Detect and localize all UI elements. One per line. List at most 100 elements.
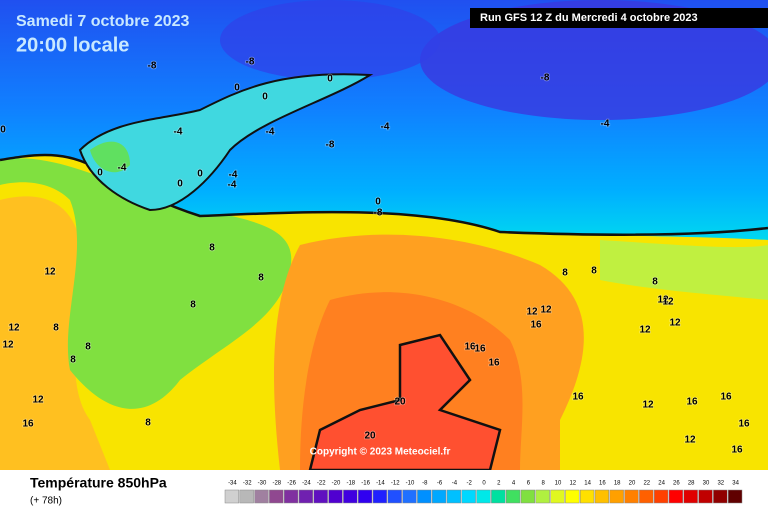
- scale-swatch: [535, 489, 550, 504]
- scale-label: -2: [467, 481, 473, 487]
- contour-label: 0: [177, 179, 183, 190]
- contour-label: 8: [591, 266, 597, 277]
- scale-label: 30: [703, 481, 710, 487]
- scale-label: 28: [688, 481, 695, 487]
- scale-swatch: [283, 489, 299, 504]
- scale-label: 6: [527, 481, 531, 487]
- contour-label: 16: [686, 397, 698, 408]
- scale-swatch: [239, 489, 254, 504]
- scale-label: 34: [732, 481, 739, 487]
- contour-label: 12: [639, 325, 651, 336]
- contour-label: 16: [474, 344, 486, 355]
- contour-label: 16: [720, 392, 732, 403]
- contour-label: -8: [374, 208, 383, 219]
- contour-label: 16: [488, 358, 500, 369]
- scale-label: 2: [497, 481, 501, 487]
- scale-swatch: [727, 489, 743, 504]
- contour-label: -4: [266, 127, 275, 138]
- scale-label: -32: [243, 481, 252, 487]
- scale-label: -10: [406, 481, 415, 487]
- scale-label: 8: [542, 481, 546, 487]
- scale-swatch: [269, 489, 284, 504]
- contour-label: -8: [246, 57, 255, 68]
- scale-label: 14: [584, 481, 591, 487]
- scale-swatch: [624, 489, 639, 504]
- run-box: [470, 8, 768, 28]
- scale-swatch: [372, 489, 388, 504]
- scale-label: 22: [643, 481, 650, 487]
- scale-label: 10: [555, 481, 562, 487]
- scale-label: 18: [614, 481, 621, 487]
- contour-label: 12: [8, 323, 20, 334]
- run-info: Run GFS 12 Z du Mercredi 4 octobre 2023: [480, 12, 698, 24]
- contour-label: 16: [464, 342, 476, 353]
- scale-swatch: [609, 489, 624, 504]
- scale-swatch: [520, 489, 536, 504]
- contour-label: 0: [234, 83, 240, 94]
- scale-swatch: [446, 489, 462, 504]
- scale-swatch: [461, 489, 476, 504]
- contour-label: 8: [70, 355, 76, 366]
- contour-label: 0: [327, 74, 333, 85]
- scale-label: -22: [317, 481, 326, 487]
- contour-label: 12: [657, 295, 669, 306]
- contour-label: -4: [118, 163, 127, 174]
- contour-label: 8: [258, 273, 264, 284]
- contour-label: 16: [731, 445, 743, 456]
- scale-label: 0: [482, 481, 486, 487]
- scale-swatch: [343, 489, 358, 504]
- contour-label: 0: [375, 197, 381, 208]
- contour-label: 8: [53, 323, 59, 334]
- lead-time: (+ 78h): [30, 496, 62, 507]
- contour-label: 20: [394, 397, 406, 408]
- scale-swatch: [668, 489, 684, 504]
- scale-label: -8: [422, 481, 428, 487]
- contour-label: 16: [22, 419, 34, 430]
- contour-label: 12: [44, 267, 56, 278]
- scale-swatch: [653, 489, 669, 504]
- scale-label: -24: [302, 481, 311, 487]
- scale-label: 24: [658, 481, 665, 487]
- scale-label: -16: [361, 481, 370, 487]
- scale-swatch: [357, 489, 373, 504]
- scale-label: 26: [673, 481, 680, 487]
- contour-label: 12: [684, 435, 696, 446]
- contour-label: 12: [642, 400, 654, 411]
- scale-label: 4: [512, 481, 516, 487]
- contour-label: 8: [190, 300, 196, 311]
- contour-label: 8: [209, 243, 215, 254]
- contour-label: 12: [526, 307, 538, 318]
- contour-label: 8: [562, 268, 568, 279]
- scale-label: -28: [272, 481, 281, 487]
- scale-label: -12: [391, 481, 400, 487]
- contour-label: 12: [662, 297, 674, 308]
- contour-label: 12: [669, 318, 681, 329]
- contour-label: -4: [381, 122, 390, 133]
- scale-swatch: [505, 489, 521, 504]
- scale-label: -14: [376, 481, 385, 487]
- contour-label: -4: [228, 180, 237, 191]
- contour-label: -4: [174, 127, 183, 138]
- contour-label: -8: [148, 61, 157, 72]
- contour-label: 0: [262, 92, 268, 103]
- contour-label: -4: [229, 170, 238, 181]
- scale-label: 12: [569, 481, 576, 487]
- scale-swatch: [313, 489, 328, 504]
- contour-label: 16: [738, 419, 750, 430]
- scale-label: -4: [452, 481, 458, 487]
- contour-label: -4: [601, 119, 610, 130]
- scale-label: 20: [629, 481, 636, 487]
- contour-label: -8: [541, 73, 550, 84]
- contour-label: 8: [652, 277, 658, 288]
- scale-swatch: [639, 489, 654, 504]
- scale-label: 32: [717, 481, 724, 487]
- scale-swatch: [298, 489, 314, 504]
- scale-swatch: [698, 489, 713, 504]
- copyright: Copyright © 2023 Meteociel.fr: [310, 447, 451, 458]
- scale-label: 16: [599, 481, 606, 487]
- scale-label: -34: [228, 481, 237, 487]
- field-title: Température 850hPa: [30, 475, 167, 491]
- scale-swatch: [417, 489, 432, 504]
